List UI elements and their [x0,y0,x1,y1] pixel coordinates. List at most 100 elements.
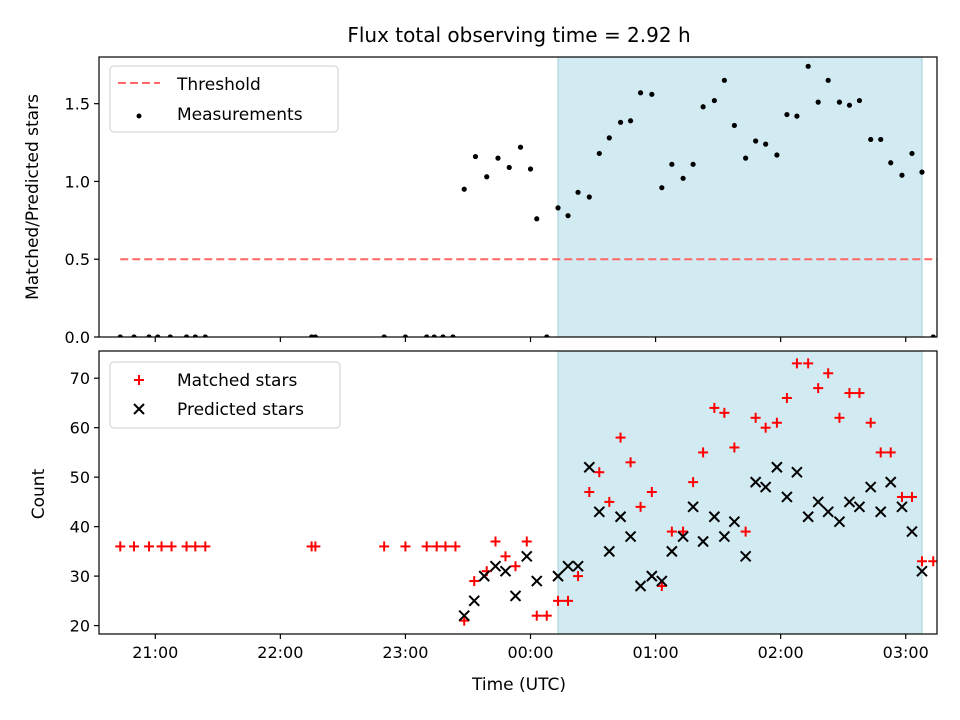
predicted-x-b [489,560,502,572]
matched-stars-point [698,447,709,458]
matched-stars-point [771,417,782,428]
matched-stars-point [688,477,699,488]
matched-stars-point [823,368,834,379]
matched-stars-point [156,541,167,552]
count-y-tick-label: 70 [70,369,90,388]
predicted-stars-point [865,481,877,493]
predicted-stars-point [833,515,846,528]
predicted-x-b [509,590,522,602]
measurement-point [192,334,198,337]
predicted-stars-point [728,515,741,528]
predicted-stars-point [916,565,928,577]
predicted-stars-point [468,595,480,607]
predicted-legend-swatch [133,403,145,415]
measurement-point [183,334,190,337]
predicted-stars-point [749,476,762,488]
predicted-x-b [468,595,480,607]
predicted-x-b [677,530,689,543]
matched-stars-point [379,541,390,552]
measurement-point [506,164,512,171]
predicted-stars-point [697,535,709,548]
predicted-x-b [812,496,824,508]
predicted-x-b [728,515,741,528]
matched-stars-point [500,551,511,562]
measurement-point [606,135,612,141]
ratio-markers [117,63,937,337]
measurement-point [517,144,524,150]
measurement-point [825,77,831,83]
matched-stars-point [666,526,677,537]
predicted-stars-point [791,466,803,478]
matched-stars-point [791,358,802,369]
measurement-point [431,334,437,337]
measurement-point [774,152,780,158]
matched-stars-point [469,576,480,587]
matched-stars-point [166,541,177,552]
matched-stars-point [854,388,865,399]
predicted-stars-point [896,501,908,513]
matched-stars-point [709,402,720,413]
ratio-legend-box [109,65,339,133]
predicted-x-b [646,570,658,582]
predicted-x-b [634,580,647,592]
count-y-tick-label: 60 [70,419,90,438]
predicted-x-b [791,466,803,478]
measurement-point [721,77,727,83]
matched-stars-point [885,447,896,458]
predicted-stars-point [739,550,752,563]
measurement-point [495,155,501,161]
predicted-x-b [521,550,533,563]
predicted-x-b [781,491,793,503]
measurement-point [424,334,430,337]
count-y-tick-label: 50 [70,468,90,487]
x-tick-label: 02:00 [758,643,804,662]
measurement-point [669,161,675,167]
measurement-point [743,155,749,161]
measurement-point [596,150,602,157]
ratio-y-axis-label: Matched/Predicted stars [23,94,43,300]
matched-stars-point [896,491,907,502]
measurement-point [659,185,665,191]
matched-stars-point [678,526,689,537]
measurement-point [868,136,874,143]
measurement-point [836,99,843,105]
predicted-stars-point [531,575,543,587]
predicted-x-b [885,476,897,488]
ratio-y-tick-label: 1.5 [65,95,90,114]
measurement-point [815,99,821,105]
matched-stars-point [541,610,552,621]
ratio-legend: Threshold Measurements [109,65,339,133]
matched-stars-point [834,412,845,423]
measurement-point [919,169,925,175]
measurement-point [878,136,884,143]
x-axis-label: Time (UTC) [471,675,566,695]
predicted-stars-point [478,570,490,582]
predicted-stars-point [843,496,856,508]
matched-stars-point [431,541,442,552]
matched-stars-point [563,595,574,606]
predicted-stars-point [853,501,866,513]
measurement-point [753,138,759,144]
matched-stars-point [615,432,626,443]
matched-stars-point [635,501,646,512]
matched-stars-point [729,442,740,453]
count-legend-box [109,361,341,429]
predicted-x-b [656,575,668,587]
matched-stars-point [459,615,470,626]
predicted-stars-point [718,530,731,543]
measurement-point [805,63,811,69]
predicted-x-b [853,501,866,513]
matched-stars-point [781,393,792,404]
predicted-stars-point [656,575,668,587]
measurement-point [555,205,561,211]
measurement-point [440,334,446,337]
measurements-legend-label: Measurements [177,105,303,125]
measurement-point [690,161,696,167]
measurement-point [575,189,581,195]
matched-stars-point [181,541,192,552]
predicted-stars-point [687,501,699,513]
predicted-stars-point [614,511,627,523]
predicted-x-b [718,530,731,543]
measurement-point [312,334,318,337]
matched-stars-point [719,407,730,418]
